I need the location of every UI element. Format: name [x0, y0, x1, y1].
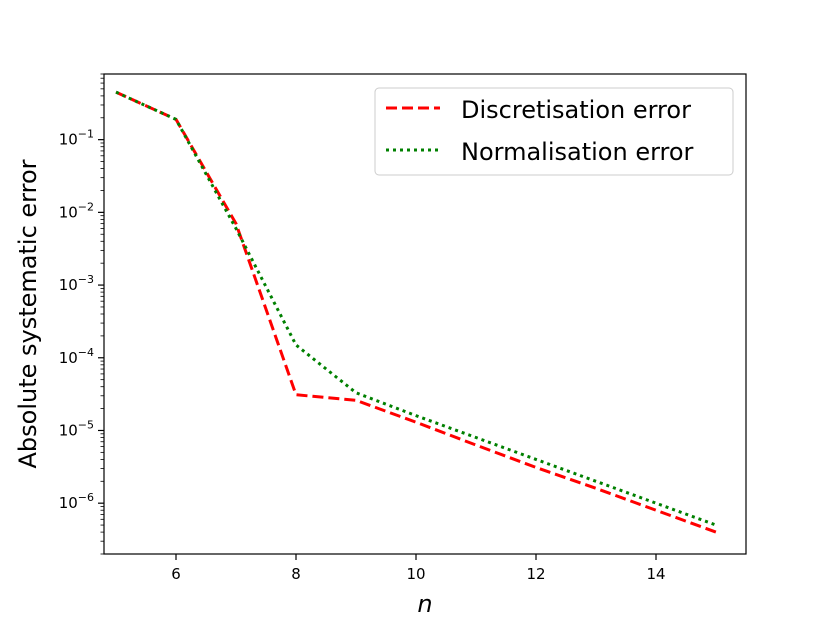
- y-tick-exponent: −4: [78, 346, 94, 359]
- x-tick-label: 8: [291, 565, 301, 583]
- y-tick-base: 10: [59, 203, 78, 221]
- y-tick-label: 10−2: [59, 200, 94, 221]
- y-tick-label: 10−6: [59, 491, 94, 512]
- y-tick-label: 10−3: [59, 273, 94, 294]
- plot-marks: [115, 90, 717, 534]
- series-line-normalisation-error: [115, 90, 717, 527]
- y-tick-label: 10−1: [59, 128, 94, 149]
- y-tick-exponent: −1: [78, 128, 94, 141]
- y-tick-label: 10−4: [59, 346, 94, 367]
- y-axis-label: Absolute systematic error: [14, 159, 42, 468]
- y-tick-label: 10−5: [59, 418, 94, 439]
- x-tick-label: 10: [406, 565, 425, 583]
- legend-box: [374, 87, 734, 176]
- y-tick-base: 10: [59, 131, 78, 149]
- y-tick-exponent: −3: [78, 273, 94, 286]
- series-line-discretisation-error: [115, 90, 717, 534]
- legend-label-discretisation: Discretisation error: [461, 96, 691, 124]
- y-tick-base: 10: [59, 349, 78, 367]
- y-tick-exponent: −2: [78, 200, 94, 213]
- y-tick-base: 10: [59, 494, 78, 512]
- y-tick-base: 10: [59, 276, 78, 294]
- x-tick-label: 12: [526, 565, 545, 583]
- legend-label-normalisation: Normalisation error: [461, 138, 694, 166]
- y-tick-exponent: −5: [78, 418, 94, 431]
- x-tick-label: 6: [171, 565, 181, 583]
- x-axis-label: n: [417, 590, 432, 618]
- y-tick-base: 10: [59, 421, 78, 439]
- x-tick-label: 14: [646, 565, 665, 583]
- legend: Discretisation error Normalisation error: [374, 87, 734, 176]
- y-tick-exponent: −6: [78, 491, 94, 504]
